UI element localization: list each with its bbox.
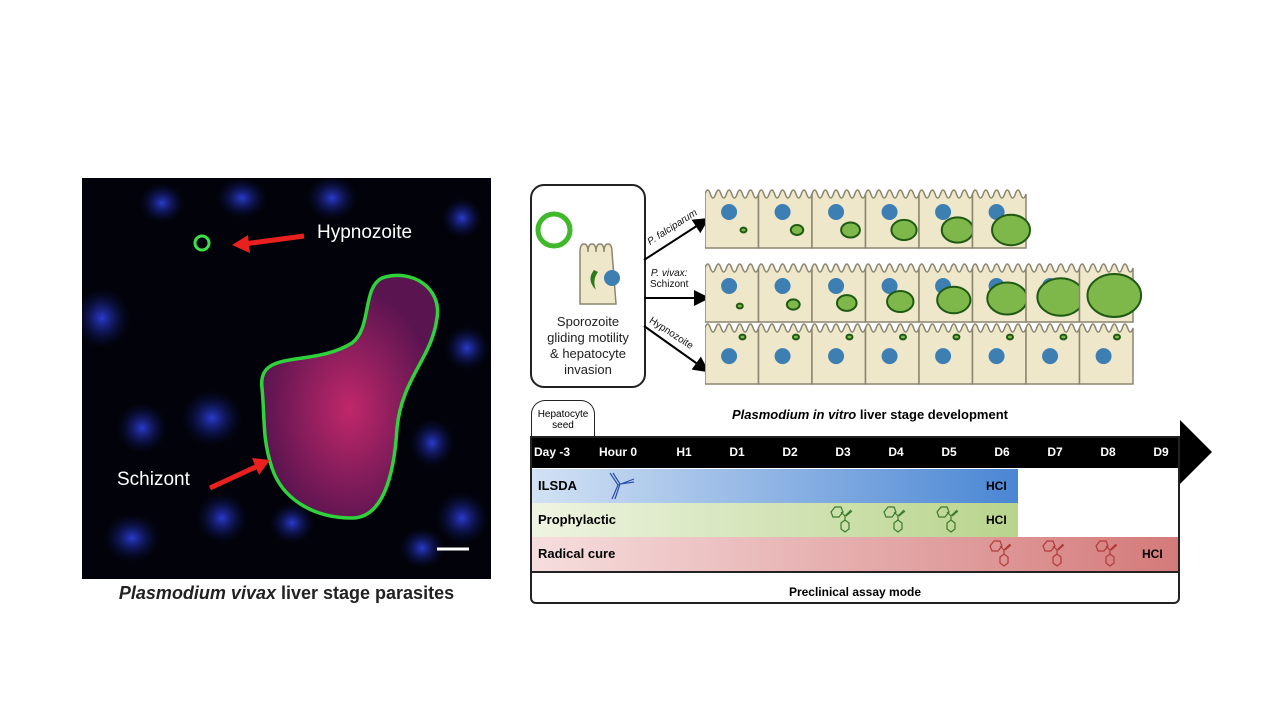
nucleus	[774, 278, 791, 294]
parasite	[789, 224, 805, 236]
parasite	[835, 294, 858, 312]
tick-d5: D5	[941, 445, 957, 459]
parasite	[898, 333, 907, 341]
tick-hour0: Hour 0	[598, 445, 638, 459]
nucleus	[881, 348, 898, 365]
parasite	[936, 285, 972, 315]
sporozoite-box: Sporozoite gliding motility & hepatocyte…	[530, 184, 646, 388]
hci-readout: HCI	[986, 479, 1007, 493]
nucleus	[1095, 348, 1112, 365]
nucleus	[988, 348, 1005, 365]
tick-d6: D6	[994, 445, 1010, 459]
caption-rest: liver stage parasites	[275, 583, 455, 603]
nucleus	[828, 348, 845, 365]
drug-molecule-icon	[935, 504, 961, 541]
tick-d9: D9	[1153, 445, 1169, 459]
nucleus	[774, 348, 791, 365]
title-rest: liver stage development	[856, 407, 1008, 422]
sporozoite-text: Sporozoite gliding motility & hepatocyte…	[532, 314, 644, 378]
line: & hepatocyte	[550, 346, 626, 361]
parasite	[785, 298, 801, 311]
micrograph-caption: Plasmodium vivax liver stage parasites	[82, 583, 491, 604]
tick-h1: H1	[676, 445, 692, 459]
parasite	[845, 333, 854, 341]
nucleus	[881, 204, 898, 220]
tick-d1: D1	[729, 445, 745, 459]
parasite	[739, 226, 748, 234]
vivax-species: P. vivax:	[650, 268, 688, 279]
drug-molecule-icon	[1041, 538, 1067, 575]
species-name: Plasmodium vivax	[118, 583, 276, 603]
line: invasion	[564, 362, 612, 377]
nucleus	[774, 204, 791, 220]
tick-d8: D8	[1100, 445, 1116, 459]
assay-row-prophylactic: Prophylactic HCI	[530, 503, 1018, 537]
drug-molecule-icon	[988, 538, 1014, 575]
parasite	[991, 213, 1032, 247]
assay-label: Prophylactic	[538, 512, 617, 527]
timeline-arrow-head	[1180, 420, 1212, 484]
parasite	[1112, 333, 1121, 341]
vivax-schizont: Schizont	[650, 279, 689, 290]
parasite	[886, 289, 915, 314]
hepatocyte-seed-tab: Hepatocyte seed	[531, 400, 595, 436]
parasite	[735, 302, 744, 310]
parasite	[1005, 333, 1014, 341]
nucleus	[828, 278, 845, 294]
tick-d4: D4	[888, 445, 904, 459]
parasite	[1036, 277, 1086, 317]
tick-d3: D3	[835, 445, 851, 459]
assay-row-radical-cure: Radical cure HCI	[530, 537, 1178, 571]
nucleus	[935, 348, 952, 365]
antibody-icon	[609, 472, 635, 500]
micrograph: Hypnozoite Schizont	[82, 178, 491, 579]
parasite	[1059, 333, 1068, 341]
assay-mode-footer: Preclinical assay mode	[530, 571, 1180, 604]
nucleus	[721, 348, 738, 365]
nucleus	[721, 278, 738, 294]
parasite	[952, 333, 961, 341]
timeline-title: Plasmodium in vitro liver stage developm…	[560, 407, 1180, 422]
nucleus	[1042, 348, 1059, 365]
assay-row-ilsda: ILSDA HCI	[530, 469, 1018, 503]
nucleus	[721, 204, 738, 220]
drug-molecule-icon	[882, 504, 908, 541]
line: Sporozoite	[556, 314, 620, 329]
parasite	[986, 281, 1029, 316]
hepatocyte-cells	[705, 189, 1143, 385]
sporozoite-illustration	[535, 211, 620, 305]
pathway-arrows	[643, 217, 710, 373]
parasite	[940, 216, 975, 244]
parasite	[791, 333, 800, 341]
parasite	[738, 333, 747, 341]
line: gliding motility	[547, 330, 629, 345]
nucleus	[881, 278, 898, 294]
vivax-label: P. vivax: Schizont	[650, 268, 688, 290]
hypnozoite-label: Hypnozoite	[317, 222, 413, 243]
tick-d2: D2	[782, 445, 798, 459]
hci-readout: HCI	[986, 513, 1007, 527]
parasite	[840, 221, 861, 239]
tick-day-3: Day -3	[533, 445, 571, 459]
drug-molecule-icon	[829, 504, 855, 541]
schizont-label: Schizont	[117, 469, 190, 490]
parasite	[890, 218, 918, 242]
nucleus	[828, 204, 845, 220]
assay-label: Radical cure	[538, 546, 616, 561]
nucleus	[988, 204, 1005, 220]
parasite	[1086, 273, 1143, 318]
micrograph-image	[82, 178, 489, 568]
timeline-arrow-bar	[530, 436, 1180, 468]
nucleus	[935, 204, 952, 220]
title-italic: Plasmodium in vitro	[732, 407, 857, 422]
assay-label: ILSDA	[538, 478, 577, 493]
tick-d7: D7	[1047, 445, 1063, 459]
hci-readout: HCI	[1142, 547, 1163, 561]
drug-molecule-icon	[1094, 538, 1120, 575]
